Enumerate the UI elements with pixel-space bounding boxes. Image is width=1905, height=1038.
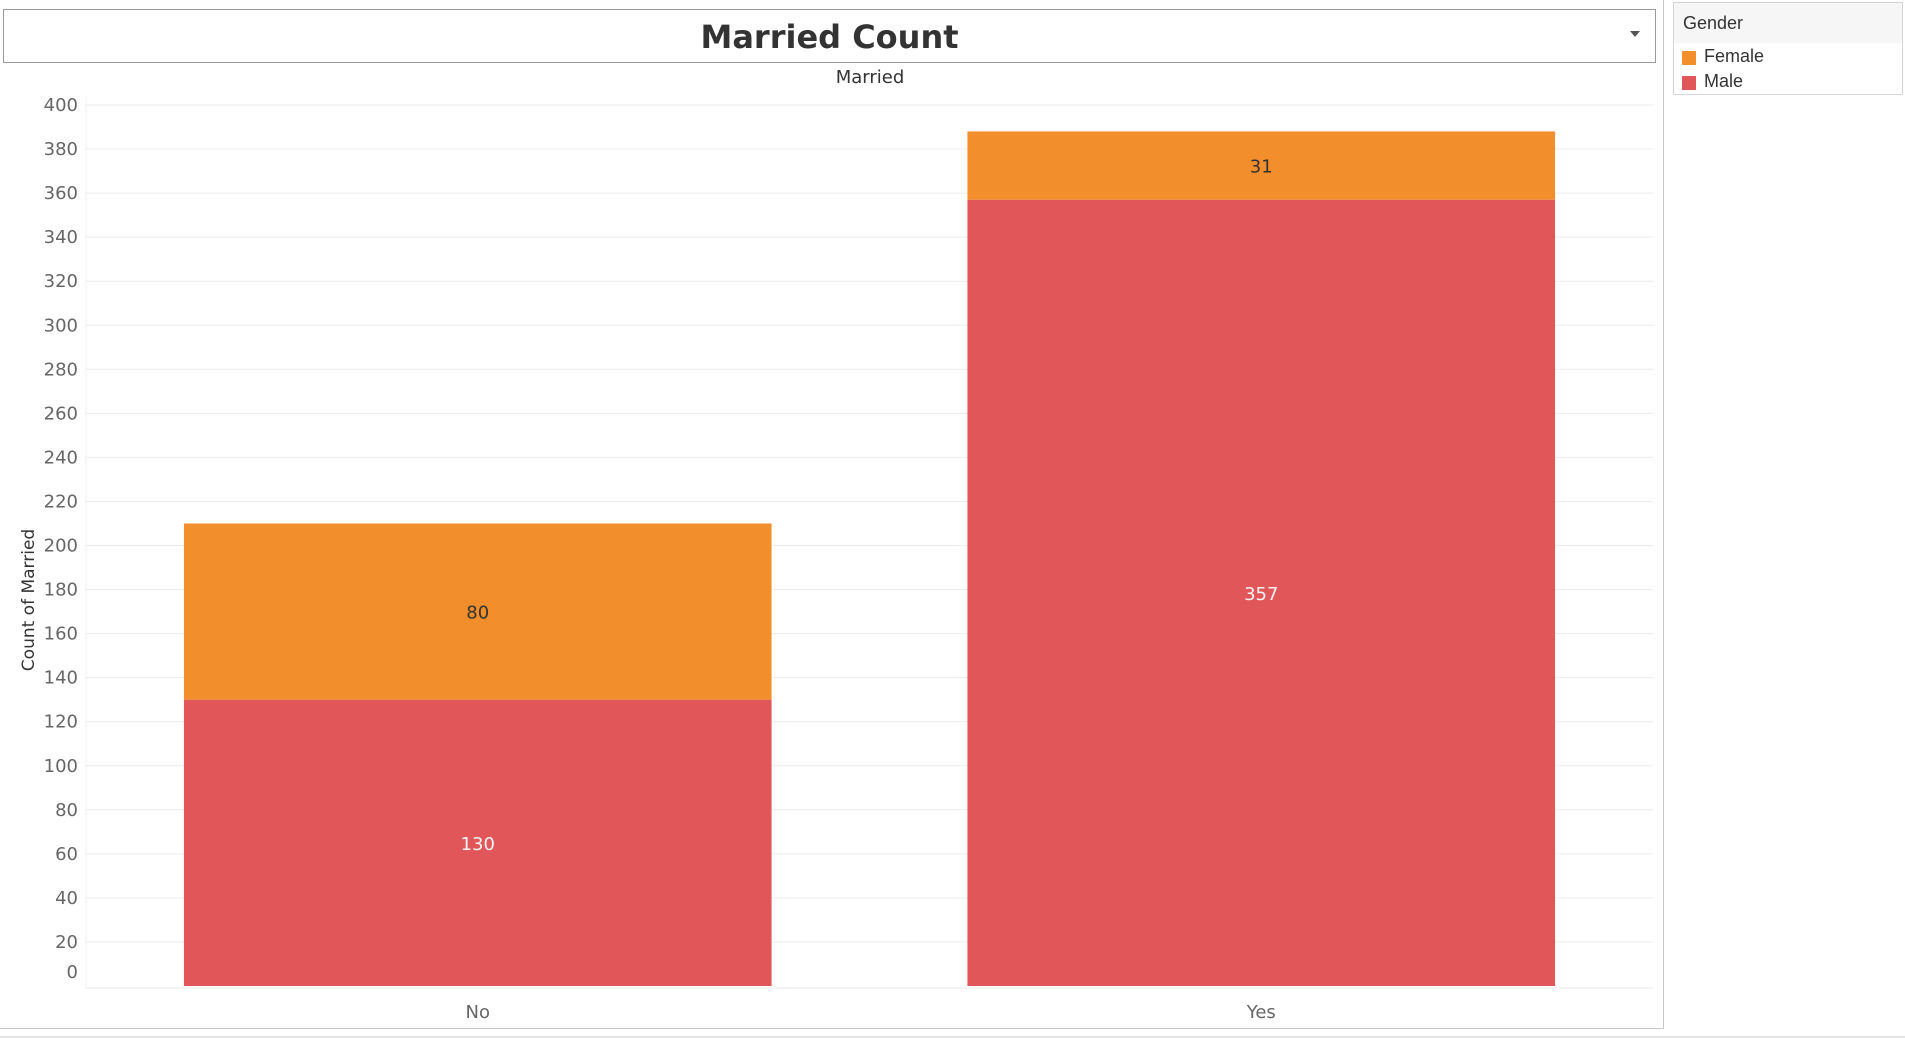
y-tick-label: 300 [44, 315, 78, 336]
y-axis-ticks: 0 20 40 60 80 100 120 140 160 180 200 220 240 260 280 3… [44, 95, 78, 983]
y-tick-label: 380 [44, 139, 78, 160]
y-tick-label: 180 [44, 580, 78, 601]
bar-male-no[interactable] [183, 699, 772, 986]
chevron-down-icon [1630, 31, 1640, 37]
bar-female-yes[interactable] [967, 131, 1556, 200]
y-tick-label: 60 [55, 844, 78, 865]
legend-label-female: Female [1704, 46, 1765, 66]
legend-title: Gender [1674, 3, 1902, 43]
bars: 130 80 357 31 [183, 131, 1556, 986]
y-tick-label: 320 [44, 271, 78, 292]
y-tick-label: 120 [44, 712, 78, 733]
y-tick-label: 260 [44, 403, 78, 424]
bar-male-yes[interactable] [967, 199, 1556, 986]
chart-title: Married Count [700, 18, 959, 56]
y-tick-label: 160 [44, 624, 78, 645]
y-tick-label: 40 [55, 888, 78, 909]
y-tick-label: 280 [44, 359, 78, 380]
bar-female-no[interactable] [183, 523, 772, 700]
y-tick-label: 360 [44, 183, 78, 204]
title-dropdown-button[interactable] [1625, 24, 1645, 44]
data-label: 80 [466, 603, 489, 624]
y-tick-label: 80 [55, 800, 78, 821]
x-axis-ticks: No Yes [466, 1002, 1276, 1023]
y-tick-label: 20 [55, 932, 78, 953]
y-tick-label: 0 [67, 962, 78, 983]
y-tick-label: 140 [44, 668, 78, 689]
legend-label-male: Male [1704, 71, 1744, 91]
legend: Gender Female Male [1673, 2, 1903, 95]
data-label: 357 [1244, 584, 1278, 605]
y-tick-label: 100 [44, 756, 78, 777]
y-tick-label: 240 [44, 447, 78, 468]
y-tick-label: 400 [44, 95, 78, 116]
data-label: 130 [461, 834, 495, 855]
data-label: 31 [1250, 157, 1273, 178]
y-tick-label: 340 [44, 227, 78, 248]
worksheet: Married Count Married Count of Married 0… [0, 0, 1664, 1029]
legend-swatch-female [1682, 51, 1696, 65]
title-box: Married Count [3, 9, 1656, 63]
y-tick-label: 200 [44, 536, 78, 557]
bar-chart: Married Count of Married 0 20 40 60 80 100 120… [19, 67, 1653, 1023]
x-tick-label: Yes [1246, 1002, 1276, 1023]
x-axis-title: Married [836, 67, 905, 88]
y-axis-title: Count of Married [19, 529, 39, 671]
x-tick-label: No [466, 1002, 490, 1023]
y-tick-label: 220 [44, 491, 78, 512]
legend-swatch-male [1682, 76, 1696, 90]
bottom-divider [0, 1036, 1905, 1038]
